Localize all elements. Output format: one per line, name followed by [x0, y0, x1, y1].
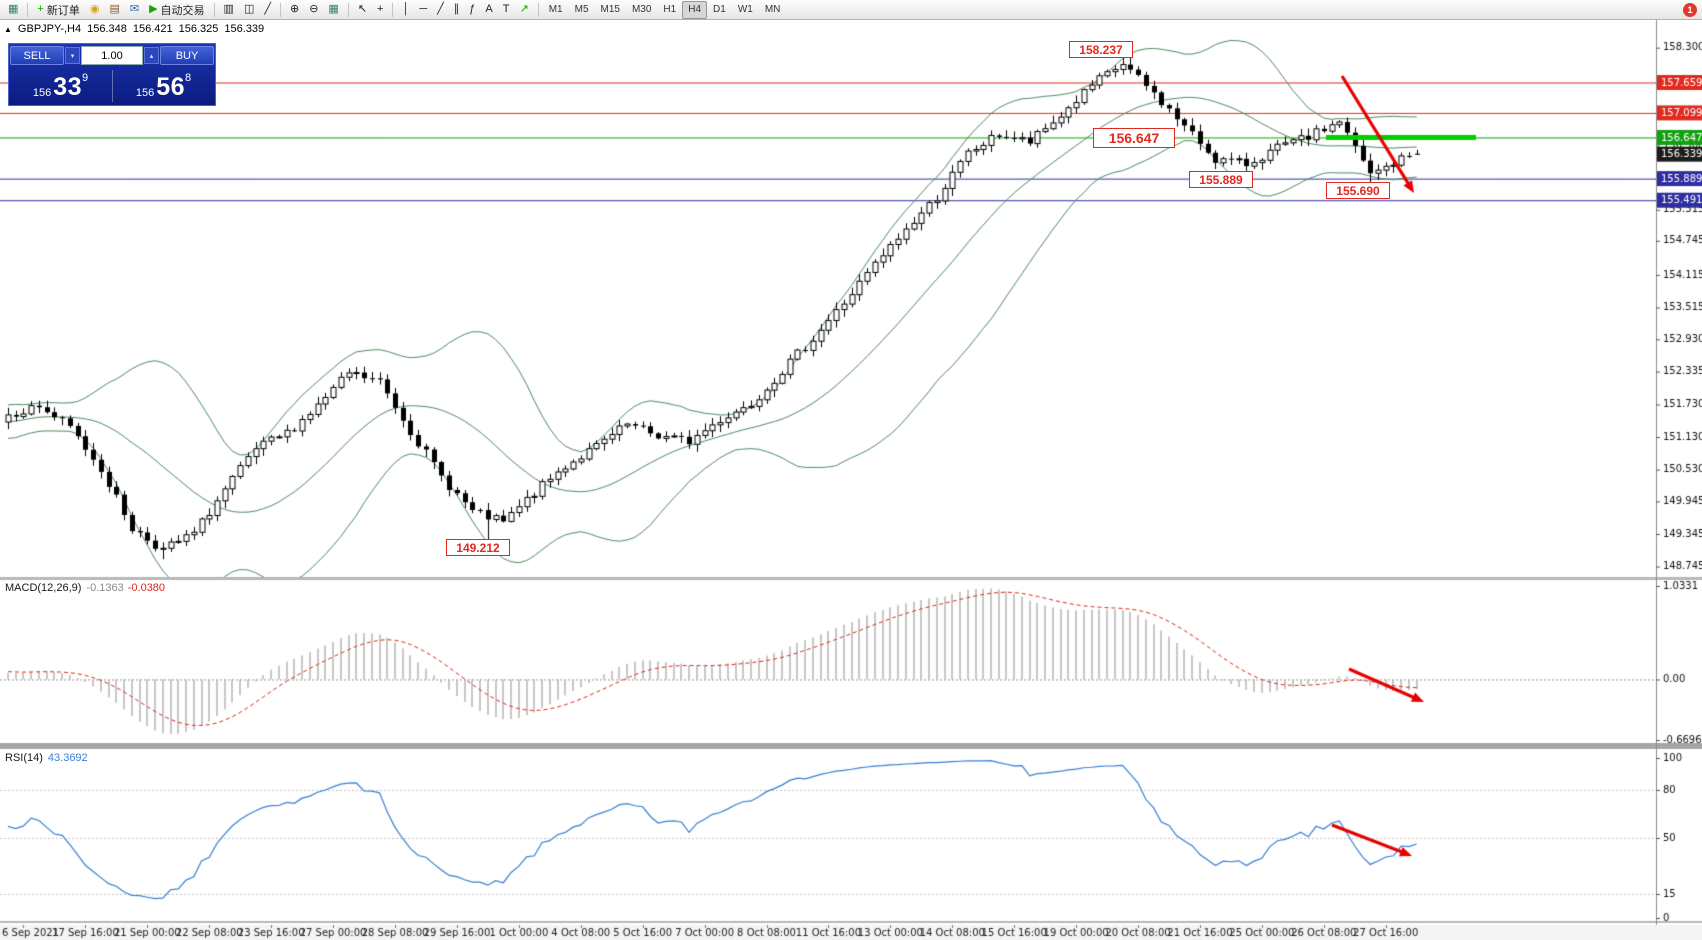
trendline-button[interactable]: ╱: [432, 0, 449, 19]
buy-price-prefix: 156: [135, 87, 155, 99]
cursor-button[interactable]: ↖: [353, 0, 372, 19]
price-annotation[interactable]: 156.647: [1093, 128, 1175, 148]
text-label-icon: T: [502, 3, 510, 15]
sell-price-big: 33: [53, 73, 83, 101]
new-order-button-label: 新订单: [46, 4, 80, 17]
price-annotation[interactable]: 155.889: [1189, 171, 1253, 188]
zoom-out-button[interactable]: ⊖: [304, 0, 323, 19]
timeframe-m1[interactable]: M1: [548, 3, 563, 15]
macd-title: MACD(12,26,9) -0.1363 -0.0380: [5, 582, 165, 594]
vertical-line-icon: │: [402, 3, 410, 15]
candlestick-chart-button[interactable]: ◫: [239, 0, 259, 19]
volume-up-button[interactable]: ▴: [144, 47, 159, 64]
vertical-line-button[interactable]: │: [397, 0, 414, 19]
history-center-button[interactable]: ▤: [104, 0, 124, 19]
price-annotation[interactable]: 158.237: [1069, 41, 1133, 58]
bar-chart-icon: ▥: [223, 3, 234, 15]
timeframe-d1[interactable]: D1: [713, 3, 726, 15]
auto-trading-button-label: 自动交易: [160, 4, 205, 17]
cursor-icon: ↖: [357, 3, 368, 15]
buy-price[interactable]: 156 56 8: [112, 67, 215, 105]
toolbar: ▦ + 新订单 ◉ ▤ ✉ ▶ 自动交易 ▥ ◫ ╱ ⊕ ⊖ ▦ ↖ + │ ─ ╱ ∥ ƒ A T ↗ M1 M5 M15 M30 H…: [0, 0, 1702, 20]
auto-trading-icon: ▶: [149, 3, 158, 15]
new-order-icon: +: [37, 3, 44, 15]
ohlc-low: 156.325: [178, 23, 219, 35]
channel-icon: ∥: [453, 3, 460, 15]
toolbar-separator: [279, 2, 281, 17]
messages-button[interactable]: ✉: [125, 0, 144, 19]
crosshair-button[interactable]: +: [372, 0, 388, 19]
new-chart-icon: ▦: [8, 3, 19, 15]
timeframe-m5[interactable]: M5: [574, 3, 589, 15]
macd-value: -0.1363: [86, 582, 124, 594]
zoom-in-icon: ⊕: [289, 3, 300, 15]
channel-button[interactable]: ∥: [449, 0, 465, 19]
timeframe-m15[interactable]: M15: [600, 3, 620, 15]
bar-chart-button[interactable]: ▥: [219, 0, 239, 19]
notification-badge[interactable]: 1: [1683, 3, 1697, 17]
rsi-value: 43.3692: [47, 752, 88, 764]
macd-signal-value: -0.0380: [127, 582, 166, 594]
new-chart-button[interactable]: ▦: [3, 0, 23, 19]
timeframe-w1[interactable]: W1: [737, 3, 753, 15]
sell-price-prefix: 156: [32, 87, 52, 99]
timeframe-mn[interactable]: MN: [764, 3, 781, 15]
new-order-button[interactable]: + 新订单: [32, 0, 84, 19]
trendline-icon: ╱: [437, 3, 444, 15]
price-divider: [112, 70, 113, 102]
fibonacci-button[interactable]: ƒ: [464, 0, 480, 19]
toolbar-separator: [347, 2, 349, 17]
collapse-arrow-icon[interactable]: ▲: [4, 24, 12, 34]
market-watch-icon: ◉: [89, 3, 100, 15]
one-click-trading-panel: SELL ▾ ▴ BUY 156 33 9 156 56 8: [8, 43, 216, 106]
horizontal-line-button[interactable]: ─: [414, 0, 432, 19]
toolbar-separator: [27, 2, 29, 17]
tile-windows-icon: ▦: [328, 3, 339, 15]
volume-down-button[interactable]: ▾: [65, 47, 80, 64]
text-label-button[interactable]: T: [498, 0, 515, 19]
symbol-name: GBPJPY-,H4: [17, 23, 82, 35]
timeframe-h1[interactable]: H1: [663, 3, 677, 15]
line-chart-icon: ╱: [264, 3, 271, 15]
text-icon: A: [485, 3, 493, 15]
arrows-button[interactable]: ↗: [514, 0, 533, 19]
buy-price-sup: 8: [185, 72, 192, 84]
toolbar-separator: [213, 2, 215, 17]
tile-windows-button[interactable]: ▦: [323, 0, 343, 19]
price-annotation[interactable]: 155.690: [1326, 182, 1390, 199]
sell-price-sup: 9: [82, 72, 89, 84]
symbol-info: ▲ GBPJPY-,H4 156.348 156.421 156.325 156…: [4, 23, 264, 35]
price-annotation[interactable]: 149.212: [446, 539, 510, 556]
crosshair-icon: +: [377, 3, 384, 15]
rsi-name: RSI(14): [5, 752, 43, 764]
horizontal-line-icon: ─: [419, 3, 428, 15]
fibonacci-icon: ƒ: [469, 3, 476, 15]
toolbar-separator: [537, 2, 539, 17]
zoom-in-button[interactable]: ⊕: [285, 0, 304, 19]
sell-button[interactable]: SELL: [10, 46, 64, 65]
ohlc-high: 156.421: [132, 23, 173, 35]
buy-button[interactable]: BUY: [160, 46, 214, 65]
arrows-icon: ↗: [519, 3, 529, 15]
history-center-icon: ▤: [109, 3, 120, 15]
rsi-title: RSI(14) 43.3692: [5, 752, 88, 764]
buy-price-big: 56: [156, 73, 186, 101]
toolbar-separator: [392, 2, 394, 17]
auto-trading-button[interactable]: ▶ 自动交易: [144, 0, 209, 19]
candlestick-chart-icon: ◫: [243, 3, 255, 15]
timeframe-m30[interactable]: M30: [631, 3, 652, 15]
ohlc-open: 156.348: [87, 23, 127, 35]
ohlc-close: 156.339: [224, 23, 265, 35]
volume-input[interactable]: [81, 46, 143, 65]
sell-price[interactable]: 156 33 9: [9, 67, 112, 105]
text-button[interactable]: A: [480, 0, 497, 19]
market-watch-button[interactable]: ◉: [85, 0, 105, 19]
messages-icon: ✉: [129, 3, 140, 15]
macd-name: MACD(12,26,9): [5, 582, 82, 594]
timeframe-h4[interactable]: H4: [682, 0, 708, 19]
line-chart-button[interactable]: ╱: [259, 0, 276, 19]
zoom-out-icon: ⊖: [309, 3, 319, 15]
